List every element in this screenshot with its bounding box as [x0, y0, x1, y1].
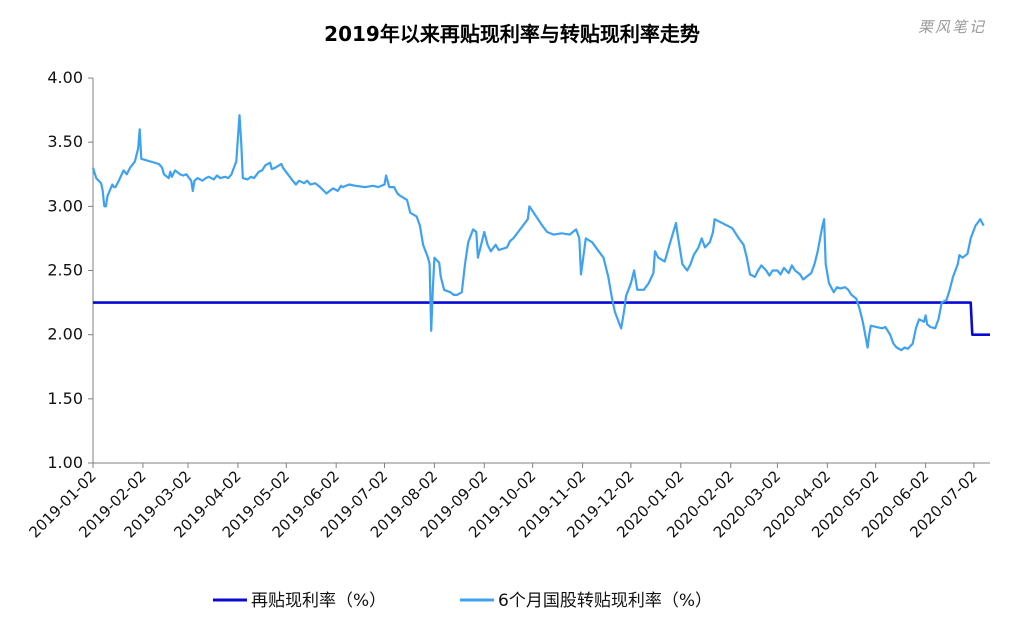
y-tick-label: 3.50 — [47, 132, 83, 151]
y-tick-label: 3.00 — [47, 196, 83, 215]
y-tick-label: 1.50 — [47, 389, 83, 408]
y-tick-label: 2.50 — [47, 261, 83, 280]
legend-label-2: 6个月国股转贴现利率（%） — [498, 591, 712, 611]
legend-label-1: 再贴现利率（%） — [251, 591, 386, 611]
y-tick-label: 1.00 — [47, 453, 83, 472]
watermark: 栗风笔记 — [917, 18, 986, 36]
y-tick-label: 4.00 — [47, 68, 83, 87]
series-line-2 — [91, 114, 985, 352]
chart-title: 2019年以来再贴现利率与转贴现利率走势 — [324, 22, 700, 46]
series-line-1 — [93, 301, 990, 336]
y-tick-label: 2.00 — [47, 325, 83, 344]
